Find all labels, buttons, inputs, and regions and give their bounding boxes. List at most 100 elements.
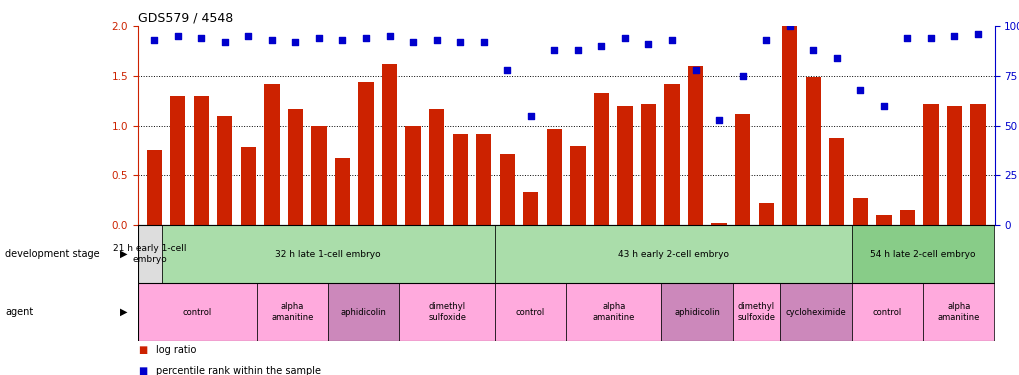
- Bar: [494, 283, 566, 341]
- Bar: [399, 283, 494, 341]
- Bar: [946, 106, 961, 225]
- Bar: [358, 82, 373, 225]
- Bar: [147, 150, 162, 225]
- Bar: [194, 96, 209, 225]
- Point: [734, 73, 750, 79]
- Text: alpha
amanitine: alpha amanitine: [592, 303, 634, 322]
- Point: [287, 39, 304, 45]
- Bar: [758, 203, 773, 225]
- Point: [663, 37, 680, 43]
- Point: [169, 33, 185, 39]
- Bar: [851, 283, 922, 341]
- Bar: [780, 283, 851, 341]
- Bar: [311, 126, 326, 225]
- Bar: [660, 283, 732, 341]
- Bar: [546, 129, 561, 225]
- Point: [358, 35, 374, 41]
- Text: ■: ■: [138, 366, 147, 375]
- Text: percentile rank within the sample: percentile rank within the sample: [156, 366, 321, 375]
- Point: [757, 37, 773, 43]
- Bar: [570, 147, 585, 225]
- Point: [545, 47, 561, 53]
- Point: [475, 39, 491, 45]
- Bar: [782, 26, 797, 225]
- Point: [640, 41, 656, 47]
- Bar: [711, 223, 726, 225]
- Text: dimethyl
sulfoxide: dimethyl sulfoxide: [737, 303, 774, 322]
- Point: [381, 33, 397, 39]
- Text: alpha
amanitine: alpha amanitine: [271, 303, 313, 322]
- Bar: [476, 134, 491, 225]
- Bar: [406, 126, 421, 225]
- Point: [781, 23, 797, 29]
- Bar: [640, 104, 655, 225]
- Text: control: control: [516, 308, 544, 316]
- Bar: [593, 93, 608, 225]
- Point: [239, 33, 256, 39]
- Bar: [499, 154, 515, 225]
- Text: 43 h early 2-cell embryo: 43 h early 2-cell embryo: [618, 250, 728, 259]
- Bar: [161, 225, 494, 283]
- Bar: [334, 158, 350, 225]
- Text: control: control: [182, 308, 212, 316]
- Point: [498, 67, 515, 73]
- Bar: [875, 215, 891, 225]
- Bar: [381, 64, 396, 225]
- Text: control: control: [872, 308, 901, 316]
- Point: [827, 55, 844, 61]
- Bar: [899, 210, 914, 225]
- Bar: [663, 84, 679, 225]
- Bar: [735, 114, 750, 225]
- Text: dimethyl
sulfoxide: dimethyl sulfoxide: [428, 303, 466, 322]
- Point: [804, 47, 820, 53]
- Point: [405, 39, 421, 45]
- Text: ■: ■: [138, 345, 147, 355]
- Bar: [452, 134, 468, 225]
- Point: [875, 103, 892, 109]
- Point: [522, 112, 538, 118]
- Bar: [170, 96, 185, 225]
- Text: development stage: development stage: [5, 249, 100, 259]
- Bar: [138, 283, 257, 341]
- Point: [216, 39, 232, 45]
- Bar: [828, 138, 844, 225]
- Bar: [851, 225, 994, 283]
- Text: cycloheximide: cycloheximide: [785, 308, 846, 316]
- Point: [451, 39, 468, 45]
- Text: ▶: ▶: [120, 307, 127, 317]
- Text: 21 h early 1-cell
embryo: 21 h early 1-cell embryo: [113, 244, 186, 264]
- Bar: [523, 192, 538, 225]
- Bar: [852, 198, 867, 225]
- Point: [193, 35, 209, 41]
- Point: [922, 35, 938, 41]
- Text: 54 h late 2-cell embryo: 54 h late 2-cell embryo: [869, 250, 975, 259]
- Bar: [429, 109, 444, 225]
- Bar: [732, 283, 780, 341]
- Point: [428, 37, 444, 43]
- Bar: [257, 283, 328, 341]
- Point: [146, 37, 162, 43]
- Bar: [287, 109, 303, 225]
- Bar: [566, 283, 660, 341]
- Bar: [922, 283, 994, 341]
- Bar: [217, 116, 232, 225]
- Point: [710, 117, 727, 123]
- Point: [851, 87, 867, 93]
- Bar: [969, 104, 984, 225]
- Point: [264, 37, 280, 43]
- Bar: [328, 283, 399, 341]
- Text: ▶: ▶: [120, 249, 127, 259]
- Bar: [240, 147, 256, 225]
- Point: [311, 35, 327, 41]
- Point: [616, 35, 633, 41]
- Bar: [616, 106, 632, 225]
- Text: alpha
amanitine: alpha amanitine: [936, 303, 979, 322]
- Point: [570, 47, 586, 53]
- Bar: [264, 84, 279, 225]
- Text: aphidicolin: aphidicolin: [674, 308, 719, 316]
- Bar: [805, 77, 820, 225]
- Text: 32 h late 1-cell embryo: 32 h late 1-cell embryo: [275, 250, 380, 259]
- Point: [687, 67, 703, 73]
- Point: [969, 31, 985, 37]
- Text: aphidicolin: aphidicolin: [340, 308, 386, 316]
